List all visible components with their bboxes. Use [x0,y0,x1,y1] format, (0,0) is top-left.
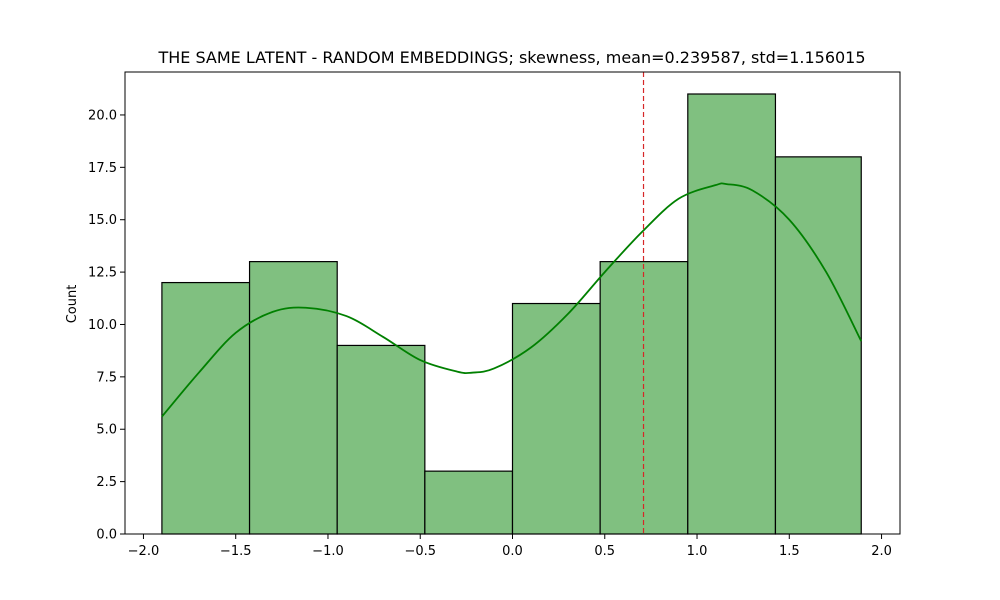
histogram-bar-1 [248,261,338,535]
plot-area: −2.0 −1.5 −1.0 −0.5 0.0 0.5 1.0 1.5 2.0 0.0 2.5 5.0… [88,71,901,559]
histogram-bar-4 [511,302,601,535]
y-tick-label-1: 2.5 [96,475,117,490]
x-tick-label-5: 0.5 [594,544,615,559]
y-tick-label-5: 12.5 [88,266,117,281]
histogram-bar-6 [687,93,777,535]
histogram-bar-5 [599,261,689,535]
histogram-bar-2 [336,344,426,535]
y-tick-label-7: 17.5 [88,161,117,176]
x-tick-label-8: 2.0 [871,544,892,559]
x-tick-label-4: 0.0 [502,544,523,559]
chart-title: THE SAME LATENT - RANDOM EMBEDDINGS; ske… [157,48,865,67]
y-tick-label-0: 0.0 [96,528,117,543]
kde-curve [161,182,863,418]
x-tick-label-0: −2.0 [128,544,160,559]
y-tick-label-2: 5.0 [96,423,117,438]
histogram-bar-3 [424,470,514,535]
x-tick-label-3: −0.5 [404,544,436,559]
y-tick-label-6: 15.0 [88,213,117,228]
histogram-bar-7 [774,156,862,535]
x-tick-label-7: 1.5 [779,544,800,559]
y-tick-label-8: 20.0 [88,108,117,123]
x-tick-label-6: 1.0 [687,544,708,559]
histogram-bar-0 [161,281,251,535]
x-tick-label-1: −1.5 [220,544,252,559]
y-tick-label-3: 7.5 [96,370,117,385]
y-axis-label: Count [65,285,80,324]
y-tick-label-4: 10.0 [88,318,117,333]
x-tick-label-2: −1.0 [312,544,344,559]
